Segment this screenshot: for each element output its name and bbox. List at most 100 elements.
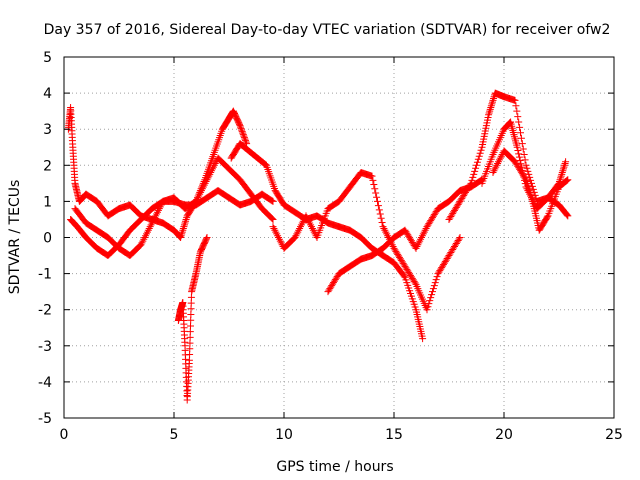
data-sample-s1-14-3 — [178, 228, 186, 236]
data-sample-s7-8-2 — [414, 241, 422, 249]
data-sample-s1-14-9 — [182, 217, 190, 225]
series-6 — [269, 169, 464, 314]
x-tick-label-5: 5 — [170, 427, 179, 443]
data-sample-s7-8-4 — [416, 237, 424, 245]
data-sample-s6-3-3 — [305, 217, 313, 225]
data-sample-s6-12-10 — [410, 277, 418, 285]
data-sample-s1-14-6 — [180, 223, 188, 231]
data-sample-s10-0-6 — [495, 158, 502, 166]
data-sample-s6-11-7 — [396, 255, 404, 263]
data-sample-s7-9-10 — [432, 208, 440, 216]
data-sample-s8-4-2 — [486, 107, 494, 115]
data-sample-s6-15-10 — [443, 255, 451, 263]
data-sample-s3-12-3 — [206, 170, 214, 178]
data-sample-s1-22-5 — [239, 129, 247, 137]
data-sample-s6-3-7 — [308, 224, 316, 232]
data-sample-s7-8-3 — [415, 239, 423, 247]
data-sample-s8-8-3 — [525, 170, 533, 178]
data-sample-s8-1-10 — [465, 182, 473, 190]
data-sample-s6-12-1 — [402, 264, 410, 272]
data-sample-s7-8-8 — [419, 230, 427, 238]
data-sample-s6-14-10 — [432, 276, 440, 284]
data-sample-s1-22-3 — [238, 126, 246, 134]
data-sample-s6-2-2 — [293, 230, 301, 238]
data-sample-s6-12-4 — [405, 268, 413, 276]
data-point-s8-12 — [562, 158, 570, 166]
data-sample-s6-9-10 — [377, 214, 385, 222]
data-sample-s7-0-4 — [328, 282, 336, 290]
data-sample-s2-18-10 — [267, 196, 275, 204]
y-tick-label-5: 5 — [43, 50, 52, 66]
data-sample-s8-11-8 — [559, 165, 567, 173]
data-sample-s6-9-2 — [370, 181, 378, 189]
data-sample-s8-4-6 — [488, 100, 496, 108]
data-sample-s6-0-8 — [276, 237, 284, 245]
data-sample-s1-22-1 — [237, 123, 245, 131]
data-point-s6-17 — [456, 234, 464, 241]
data-sample-s6-0-1 — [270, 224, 278, 232]
data-sample-s6-10-1 — [380, 224, 388, 232]
data-sample-s10-3-7 — [526, 188, 534, 196]
data-sample-s6-16-7 — [451, 241, 459, 249]
data-sample-s6-14-2 — [425, 300, 433, 308]
data-sample-s8-2-2 — [469, 173, 477, 181]
data-sample-s6-3-4 — [306, 219, 314, 227]
chart-title: Day 357 of 2016, Sidereal Day-to-day VTE… — [44, 22, 611, 38]
data-sample-s3-6-6 — [143, 230, 150, 238]
data-sample-s1-22-11 — [242, 138, 250, 146]
data-sample-s6-11-1 — [391, 246, 399, 254]
data-sample-s8-2-10 — [476, 149, 484, 157]
data-sample-s8-2-5 — [472, 164, 480, 172]
data-sample-s7-8-6 — [418, 234, 425, 241]
data-sample-s8-11-3 — [557, 174, 565, 182]
data-sample-s9-8-10 — [562, 210, 570, 218]
data-sample-s8-11-10 — [561, 161, 568, 169]
data-sample-s10-2-10 — [520, 173, 528, 181]
data-sample-s6-0-2 — [271, 226, 279, 234]
data-sample-s7-7-7 — [407, 237, 415, 245]
data-sample-s10-3-11 — [528, 196, 536, 204]
data-sample-s3-7-5 — [153, 210, 161, 218]
data-sample-s7-9-1 — [424, 221, 432, 229]
data-sample-s8-7-7 — [517, 134, 525, 142]
data-sample-s3-7-3 — [151, 214, 159, 222]
data-sample-s3-11-6 — [198, 187, 205, 195]
data-sample-s3-6-1 — [138, 239, 146, 247]
data-sample-s9-4-1 — [514, 147, 522, 155]
data-sample-s3-6-7 — [143, 228, 151, 236]
y-tick-label--4: -4 — [38, 375, 52, 391]
data-sample-s3-6-2 — [139, 237, 147, 245]
data-sample-s6-9-7 — [374, 202, 382, 210]
y-tick-label--2: -2 — [38, 303, 52, 319]
data-sample-s3-12-4 — [207, 169, 215, 177]
y-tick-label-0: 0 — [43, 231, 52, 247]
x-tick-label-0: 0 — [60, 427, 69, 443]
data-sample-s7-8-7 — [418, 232, 426, 240]
data-sample-s8-1-7 — [462, 187, 470, 195]
data-sample-s1-22-7 — [240, 132, 248, 140]
data-sample-s3-11-1 — [193, 196, 201, 204]
data-sample-s1-22-10 — [242, 137, 249, 145]
data-sample-s6-0-4 — [273, 230, 281, 238]
series-8 — [445, 89, 570, 223]
y-tick-label-2: 2 — [43, 158, 52, 174]
data-sample-s7-8-10 — [421, 226, 429, 234]
data-sample-s6-9-1 — [369, 176, 377, 184]
data-sample-s8-2-7 — [473, 158, 481, 166]
x-axis-title: GPS time / hours — [276, 459, 393, 475]
data-sample-s10-2-7 — [517, 168, 525, 176]
data-sample-s8-7-11 — [521, 156, 529, 164]
data-sample-s1-14-7 — [180, 221, 188, 229]
data-sample-s10-0-7 — [495, 156, 503, 164]
data-sample-s6-9-11 — [378, 218, 386, 226]
y-tick-label-3: 3 — [43, 122, 52, 138]
data-sample-s6-3-1 — [303, 214, 311, 222]
data-sample-s6-14-9 — [431, 279, 439, 287]
data-sample-s8-2-8 — [474, 155, 482, 163]
data-sample-s3-6-9 — [145, 224, 153, 232]
data-sample-s10-0-1 — [490, 167, 498, 175]
data-sample-s3-6-11 — [147, 221, 155, 229]
data-point-s3-18 — [269, 215, 277, 223]
data-sample-s8-1-1 — [457, 196, 465, 204]
